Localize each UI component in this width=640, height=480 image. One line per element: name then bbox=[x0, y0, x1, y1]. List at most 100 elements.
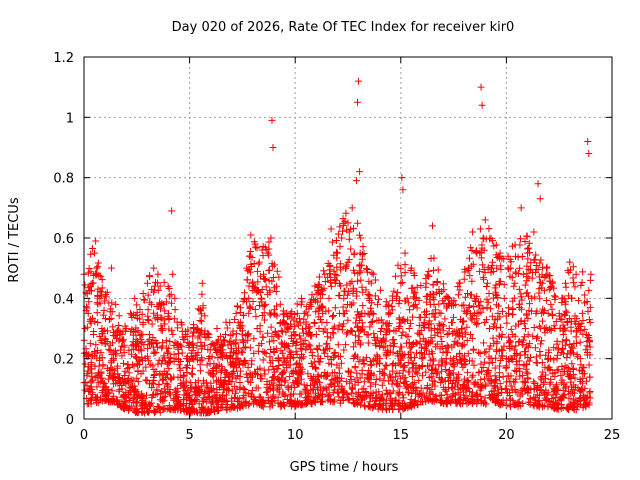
data-point bbox=[105, 315, 113, 323]
data-point bbox=[295, 380, 303, 388]
data-point bbox=[586, 303, 594, 311]
data-point bbox=[265, 245, 273, 253]
data-point bbox=[347, 327, 355, 335]
data-point bbox=[176, 357, 184, 365]
data-point bbox=[243, 264, 251, 272]
data-point bbox=[496, 249, 504, 257]
data-point bbox=[269, 262, 277, 270]
data-point bbox=[579, 374, 587, 382]
data-point bbox=[87, 352, 95, 360]
data-point bbox=[168, 299, 176, 307]
data-point bbox=[262, 350, 270, 358]
data-point bbox=[283, 309, 291, 317]
data-point bbox=[339, 326, 347, 334]
data-point bbox=[282, 328, 290, 336]
data-point bbox=[379, 319, 387, 327]
data-point bbox=[571, 399, 579, 407]
data-point bbox=[356, 231, 364, 239]
data-point bbox=[135, 346, 143, 354]
data-point bbox=[228, 344, 236, 352]
plot-frame bbox=[83, 56, 613, 420]
data-point bbox=[534, 180, 542, 188]
y-tick-label: 0.6 bbox=[53, 232, 74, 247]
data-point bbox=[356, 168, 364, 176]
data-point bbox=[376, 355, 384, 363]
data-point bbox=[469, 260, 477, 268]
data-point bbox=[519, 341, 527, 349]
data-point bbox=[336, 242, 344, 250]
data-point bbox=[120, 349, 128, 357]
data-point bbox=[302, 325, 310, 332]
data-point bbox=[300, 340, 308, 348]
data-point bbox=[497, 265, 505, 273]
data-point bbox=[361, 309, 369, 317]
data-point bbox=[242, 370, 250, 378]
data-point bbox=[386, 341, 394, 349]
data-point bbox=[323, 340, 331, 348]
data-point bbox=[461, 268, 469, 276]
data-point bbox=[214, 347, 222, 355]
data-point bbox=[419, 353, 427, 361]
data-point bbox=[432, 392, 440, 400]
data-point bbox=[583, 377, 591, 385]
data-point bbox=[160, 367, 168, 375]
data-point bbox=[155, 403, 163, 411]
data-point bbox=[473, 391, 481, 399]
data-point bbox=[328, 313, 336, 321]
data-point bbox=[563, 309, 571, 317]
data-point bbox=[244, 363, 252, 371]
data-point bbox=[194, 325, 202, 333]
data-point bbox=[498, 352, 506, 360]
data-point bbox=[496, 323, 504, 331]
data-point bbox=[370, 330, 378, 338]
data-point bbox=[203, 361, 211, 369]
data-point bbox=[553, 355, 561, 363]
data-point bbox=[339, 215, 347, 223]
data-point bbox=[524, 244, 532, 252]
data-point bbox=[145, 317, 153, 325]
data-point bbox=[492, 324, 500, 332]
data-point bbox=[502, 385, 510, 393]
data-point bbox=[271, 327, 279, 335]
data-point bbox=[253, 267, 261, 275]
data-point bbox=[154, 360, 162, 368]
data-point bbox=[243, 276, 251, 284]
data-point bbox=[213, 338, 221, 346]
data-point bbox=[120, 404, 128, 412]
data-point bbox=[389, 336, 397, 344]
data-point bbox=[506, 400, 514, 408]
data-point bbox=[468, 373, 476, 381]
data-point bbox=[450, 355, 458, 363]
data-point bbox=[532, 262, 540, 270]
data-point bbox=[373, 351, 381, 359]
data-point bbox=[584, 137, 592, 145]
data-point bbox=[465, 302, 473, 310]
data-point bbox=[246, 302, 254, 310]
data-point bbox=[556, 315, 564, 323]
data-point bbox=[223, 324, 231, 332]
data-point bbox=[584, 393, 592, 401]
data-point bbox=[347, 327, 355, 335]
data-point bbox=[357, 312, 365, 320]
data-point bbox=[273, 302, 281, 310]
data-point bbox=[156, 404, 164, 412]
data-point bbox=[191, 391, 199, 399]
data-point bbox=[342, 264, 350, 272]
data-point bbox=[388, 292, 396, 300]
data-point bbox=[343, 261, 351, 269]
data-point bbox=[493, 347, 501, 355]
data-point bbox=[126, 394, 134, 402]
data-point bbox=[182, 363, 190, 371]
data-point bbox=[247, 231, 255, 239]
data-point bbox=[224, 385, 232, 393]
data-point bbox=[562, 298, 570, 306]
data-point bbox=[396, 347, 404, 355]
data-point bbox=[254, 384, 262, 392]
data-point bbox=[311, 364, 319, 372]
data-point bbox=[327, 282, 335, 290]
data-point bbox=[558, 316, 566, 324]
data-point bbox=[425, 374, 433, 382]
data-point bbox=[398, 343, 406, 351]
data-point bbox=[95, 379, 103, 387]
data-point bbox=[557, 379, 565, 387]
